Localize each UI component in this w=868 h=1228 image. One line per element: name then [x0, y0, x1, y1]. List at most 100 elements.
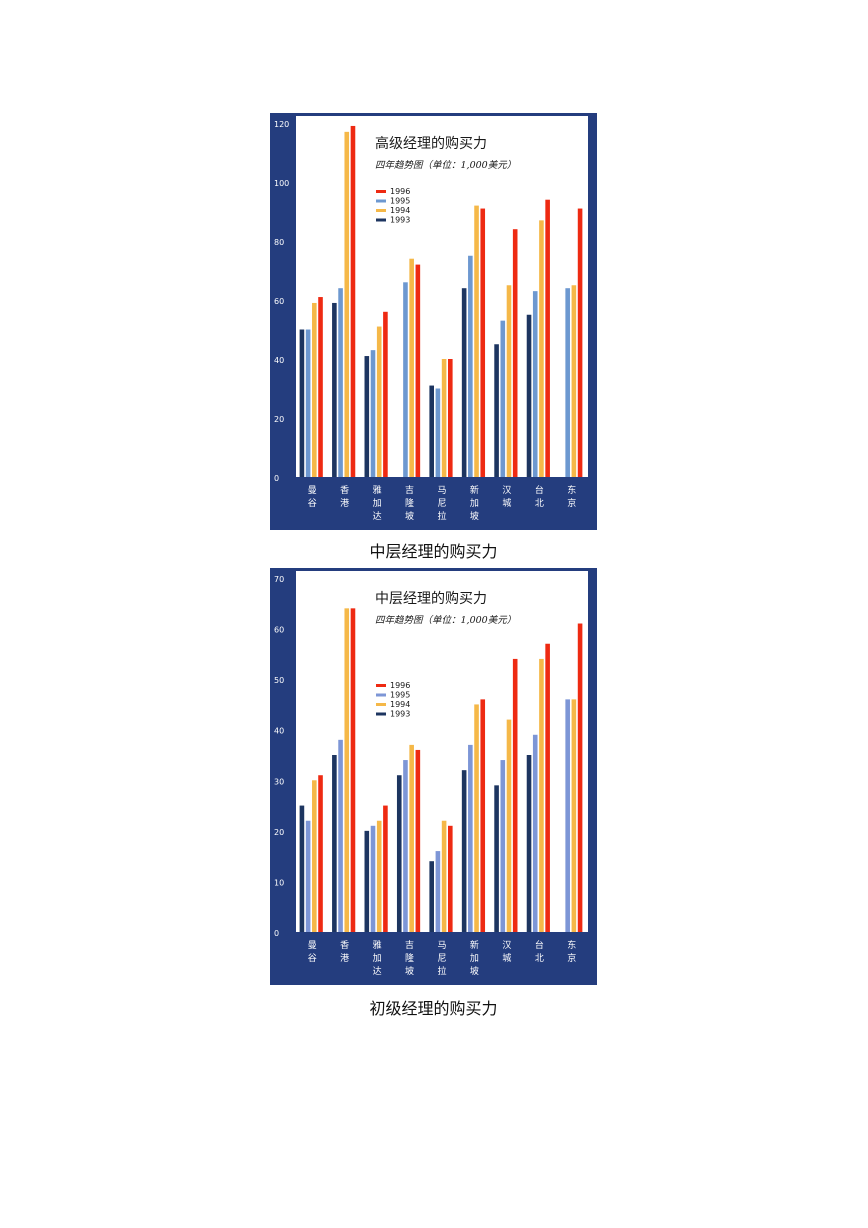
x-tick-label: 台: [535, 484, 544, 496]
x-tick-label: 坡: [405, 510, 414, 522]
bar-1994-5: [474, 205, 479, 477]
x-tick-label: 加: [470, 953, 479, 964]
y-tick-label: 100: [274, 179, 289, 188]
legend-swatch-1995: [376, 693, 386, 697]
chart-subtitle: 四年趋势图（单位：1,000美元）: [375, 614, 516, 626]
x-tick-label: 坡: [470, 965, 479, 977]
bar-1993-6: [494, 344, 499, 477]
bar-1993-0: [299, 805, 305, 932]
bar-1996-0: [318, 775, 323, 932]
bar-1994-4: [441, 359, 447, 477]
bar-1996-8: [577, 623, 583, 932]
bar-1995-4: [435, 851, 441, 932]
x-tick-label: 城: [502, 498, 511, 509]
chart-title: 中层经理的购买力: [375, 591, 487, 607]
x-tick-label: 新: [470, 939, 479, 951]
bar-1994-3: [409, 744, 414, 932]
bar-1994-7: [539, 220, 544, 477]
y-tick-label: 120: [274, 120, 289, 129]
x-tick-label: 曼: [308, 940, 317, 951]
bar-1995-5: [468, 255, 473, 477]
legend-swatch-1994: [376, 703, 386, 706]
legend-label-1993: 1993: [390, 710, 410, 719]
x-tick-label: 拉: [437, 965, 446, 977]
bar-1995-0: [305, 820, 311, 932]
caption-junior-manager: 初级经理的购买力: [369, 999, 498, 1018]
bar-1994-8: [571, 285, 577, 477]
legend-label-1993: 1993: [390, 216, 410, 225]
legend-label-1995: 1995: [390, 197, 410, 206]
x-tick-label: 达: [373, 510, 382, 522]
legend-swatch-1993: [376, 218, 386, 222]
x-tick-label: 加: [373, 498, 382, 509]
legend-label-1995: 1995: [390, 691, 410, 700]
bar-1995-3: [403, 282, 408, 477]
bar-1993-3: [396, 775, 402, 932]
chart-svg: 0 20 40 60 80 100 120 曼谷 香港 雅加达 吉隆坡 马尼拉 新加坡 汉城 台北 东京 高级经…: [274, 116, 588, 522]
legend-swatch-1994: [376, 209, 386, 212]
bar-1996-3: [415, 749, 421, 932]
bar-1994-4: [441, 820, 447, 932]
bar-1995-8: [565, 699, 570, 932]
bar-1995-1: [338, 739, 343, 932]
bar-1993-5: [461, 770, 467, 932]
x-tick-label: 加: [470, 498, 479, 509]
bar-1994-2: [376, 820, 382, 932]
y-tick-label: 60: [274, 626, 284, 635]
legend-label-1996: 1996: [390, 681, 410, 690]
bar-1994-0: [312, 780, 317, 932]
y-tick-label: 40: [274, 727, 284, 736]
bar-1993-5: [461, 288, 467, 477]
bar-1994-6: [506, 285, 512, 477]
y-tick-label: 70: [274, 575, 284, 584]
bar-1993-7: [526, 314, 532, 477]
bar-1995-7: [532, 734, 538, 932]
bar-1995-7: [532, 291, 538, 477]
x-tick-label: 谷: [308, 498, 317, 509]
x-tick-label: 新: [470, 484, 479, 496]
bar-1995-4: [435, 388, 441, 477]
x-tick-label: 加: [373, 953, 382, 964]
x-tick-label: 吉: [405, 485, 414, 496]
x-tick-label: 东: [567, 484, 576, 496]
chart-svg: 0 10 20 30 40 50 60 70 曼谷 香港 雅加达 吉隆坡 马尼拉 新加坡 汉城 台北 东京 中层经…: [274, 571, 588, 977]
x-tick-label: 达: [373, 965, 382, 977]
bar-1996-8: [577, 208, 583, 478]
x-tick-label: 北: [535, 953, 544, 964]
bar-1994-0: [312, 302, 317, 477]
bar-1996-7: [545, 199, 550, 477]
y-tick-label: 50: [274, 676, 284, 685]
x-tick-label: 港: [340, 952, 349, 964]
bar-1995-3: [403, 760, 408, 932]
bar-1995-0: [305, 329, 311, 477]
bar-1994-2: [376, 326, 382, 477]
x-tick-label: 坡: [470, 510, 479, 522]
y-tick-label: 20: [274, 828, 284, 837]
bar-1995-6: [500, 760, 506, 932]
bar-1996-4: [448, 825, 453, 932]
x-tick-label: 京: [567, 497, 576, 509]
bar-1994-6: [506, 719, 512, 932]
caption-middle-manager: 中层经理的购买力: [369, 542, 498, 561]
bar-1996-5: [480, 699, 486, 932]
bar-1993-6: [494, 785, 499, 932]
x-tick-label: 汉: [502, 485, 511, 496]
bar-1993-2: [364, 830, 370, 932]
bar-1993-2: [364, 356, 370, 477]
x-tick-label: 京: [567, 952, 576, 964]
bar-1993-0: [299, 329, 305, 477]
bar-1996-1: [350, 125, 356, 477]
legend-label-1994: 1994: [390, 700, 410, 709]
bar-1996-4: [448, 359, 453, 477]
bar-1994-7: [539, 658, 544, 932]
y-tick-label: 0: [274, 474, 279, 483]
x-tick-label: 坡: [405, 965, 414, 977]
bar-1995-1: [338, 288, 343, 477]
bar-1995-2: [370, 825, 376, 932]
x-tick-label: 城: [502, 953, 511, 964]
x-tick-label: 马: [437, 940, 446, 951]
bar-1993-1: [332, 755, 337, 932]
bar-1996-2: [383, 311, 388, 477]
senior-manager-chart: 0 20 40 60 80 100 120 曼谷 香港 雅加达 吉隆坡 马尼拉 新加坡 汉城 台北 东京 高级经…: [270, 113, 597, 530]
legend-swatch-1995: [376, 199, 386, 203]
